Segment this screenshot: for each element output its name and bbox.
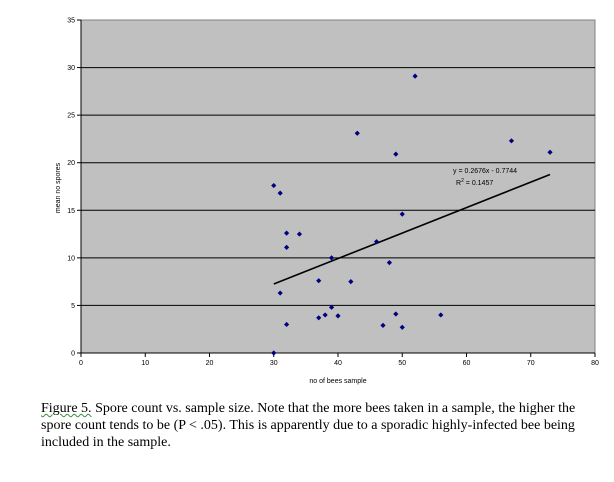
x-tick-label: 40 xyxy=(334,360,342,367)
x-axis-label: no of bees sample xyxy=(309,378,366,385)
trendline xyxy=(273,173,551,285)
caption-text: Spore count vs. sample size. Note that t… xyxy=(41,401,576,450)
data-point xyxy=(316,278,322,284)
data-point xyxy=(399,324,405,330)
chart-frame: 0 5 10 15 20 25 30 35 0 10 20 30 40 50 60 70 80 y = 0.26… xyxy=(28,8,606,393)
data-point xyxy=(271,350,277,356)
y-tick-label: 20 xyxy=(67,160,75,167)
data-point xyxy=(284,244,290,250)
y-tick-label: 10 xyxy=(67,255,75,262)
data-point xyxy=(277,290,283,296)
y-axis-label: mean no spores xyxy=(55,162,62,213)
x-tick-label: 10 xyxy=(141,360,149,367)
data-point xyxy=(354,130,360,136)
data-point xyxy=(284,321,290,328)
y-tick-label: 25 xyxy=(67,113,75,120)
x-tick-label: 70 xyxy=(527,360,535,367)
x-tick-label: 50 xyxy=(398,360,406,367)
data-points xyxy=(271,73,553,356)
data-point xyxy=(296,231,303,237)
y-tick-label: 5 xyxy=(71,303,75,310)
scatter-chart: 0 5 10 15 20 25 30 35 0 10 20 30 40 50 60 70 80 y = 0.26… xyxy=(55,18,599,386)
data-point xyxy=(316,315,322,321)
data-point xyxy=(412,73,418,79)
y-tick-label: 30 xyxy=(67,65,75,72)
r-squared-label: R2 = 0.1457 xyxy=(456,178,493,187)
x-tick-label: 30 xyxy=(270,360,278,367)
x-tick-label: 60 xyxy=(463,360,471,367)
y-tick-label: 35 xyxy=(67,18,75,25)
data-point xyxy=(508,138,515,144)
figure-caption: Figure 5. Spore count vs. sample size. N… xyxy=(41,400,607,451)
data-point xyxy=(399,211,405,217)
x-tick-label: 80 xyxy=(591,360,599,367)
data-point xyxy=(393,311,399,317)
data-point xyxy=(380,322,386,329)
data-point xyxy=(393,151,399,157)
data-point xyxy=(322,312,328,318)
x-tick-label: 20 xyxy=(206,360,214,367)
data-point xyxy=(386,260,392,266)
data-point xyxy=(348,279,354,285)
data-point xyxy=(335,313,341,319)
gridlines xyxy=(77,19,596,357)
data-point xyxy=(284,230,290,236)
caption-figure-number: Figure 5. xyxy=(41,401,92,416)
y-tick-label: 15 xyxy=(67,208,75,215)
data-point xyxy=(277,190,283,196)
tick-labels: 0 5 10 15 20 25 30 35 0 10 20 30 40 50 60 70 80 xyxy=(67,18,599,368)
data-point xyxy=(547,149,553,155)
data-point xyxy=(271,182,277,189)
data-point xyxy=(438,312,444,318)
trendline-equation: y = 0.2676x - 0.7744 xyxy=(453,168,517,175)
data-point xyxy=(373,239,380,245)
y-tick-label: 0 xyxy=(71,351,75,358)
x-tick-label: 0 xyxy=(79,360,83,367)
plot-area xyxy=(80,19,596,354)
data-point xyxy=(328,304,335,310)
trendline-layer xyxy=(273,173,551,285)
